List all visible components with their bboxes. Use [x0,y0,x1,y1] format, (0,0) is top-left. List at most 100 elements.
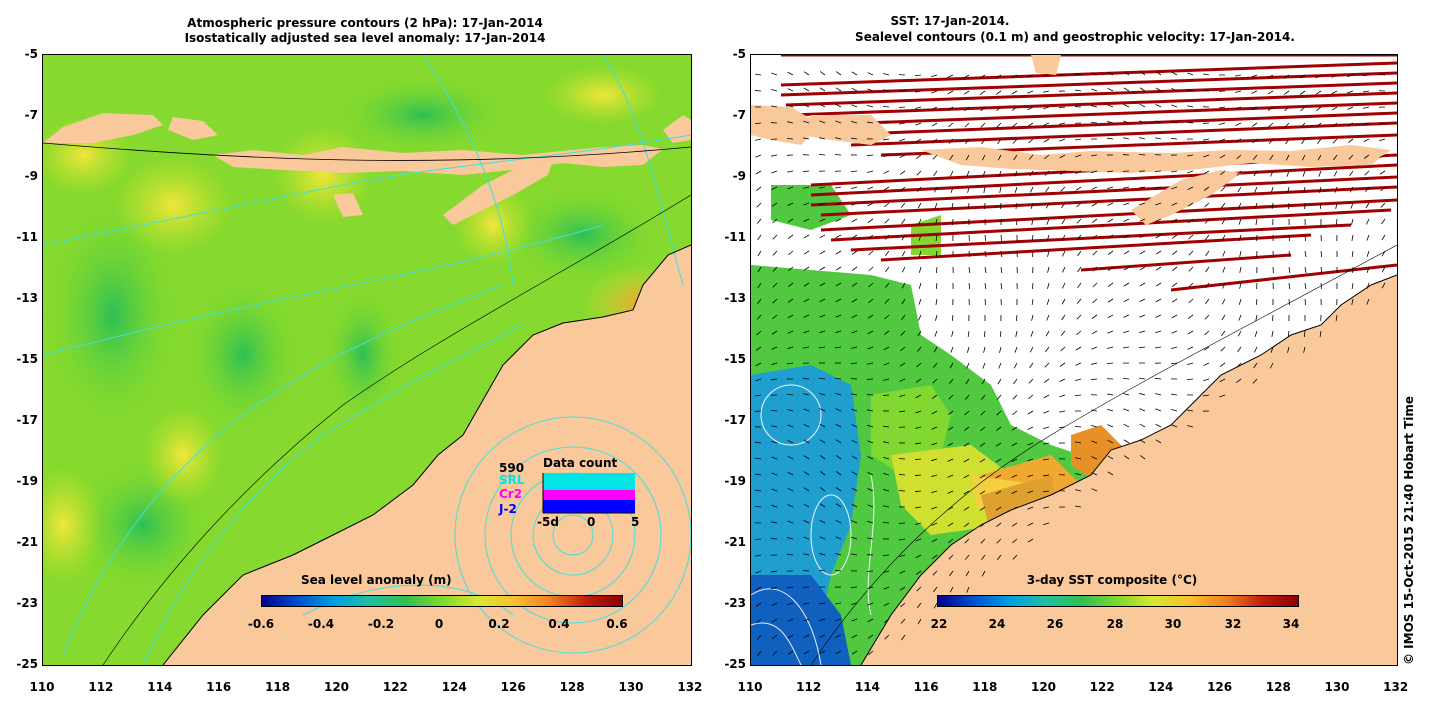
velocity-arrow [819,618,826,622]
velocity-arrow [835,618,842,622]
velocity-arrow [1222,250,1226,257]
velocity-arrow [965,570,970,577]
velocity-arrow [918,218,922,225]
velocity-arrow [1043,138,1050,143]
velocity-arrow [1091,154,1098,157]
velocity-arrow [918,234,922,241]
velocity-arrow [835,346,842,349]
velocity-arrow [1076,234,1082,240]
velocity-arrow [1188,266,1194,272]
right-y-tick: -25 [724,657,746,671]
velocity-arrow [770,409,778,412]
velocity-arrow [755,554,762,557]
velocity-arrow [867,634,874,639]
velocity-arrow [1043,442,1050,445]
velocity-arrow [915,394,922,399]
velocity-arrow [819,392,826,396]
velocity-arrow [1074,394,1082,397]
velocity-arrow [882,521,890,524]
velocity-arrow [819,314,826,318]
velocity-arrow [1187,202,1194,207]
velocity-arrow [1271,202,1274,209]
velocity-arrow [1364,170,1370,176]
velocity-arrow [1285,154,1290,161]
velocity-arrow [1251,74,1258,78]
velocity-arrow [1076,202,1082,208]
velocity-arrow [835,536,842,540]
velocity-arrow [899,362,906,367]
velocity-arrow [1047,266,1050,273]
velocity-arrow [771,586,778,590]
velocity-arrow [883,330,890,335]
velocity-arrow [803,650,810,655]
velocity-arrow [1170,362,1178,365]
velocity-arrow [996,106,1002,112]
velocity-arrow [1221,218,1226,225]
velocity-arrow [1238,202,1242,209]
velocity-arrow [1075,186,1082,191]
velocity-arrow [1000,202,1002,210]
legend-j2: J-2 [499,502,517,516]
velocity-arrow [819,519,826,524]
sla-tick-6: 0.6 [606,617,628,631]
velocity-arrow [1187,154,1194,157]
velocity-arrow [915,426,922,429]
velocity-arrow [867,88,874,92]
velocity-arrow [1332,122,1338,128]
velocity-arrow [1319,202,1322,210]
sst-tick-3: 28 [1106,617,1124,631]
data-count-title: Data count [543,456,618,470]
velocity-arrow [1014,186,1018,193]
velocity-arrow [754,505,762,508]
velocity-arrow [771,504,778,508]
velocity-arrow [1155,298,1162,303]
velocity-arrow [867,330,874,335]
velocity-arrow [964,538,970,544]
left-x-tick: 124 [441,680,467,694]
velocity-arrow [1254,330,1258,337]
velocity-arrow [933,346,938,353]
velocity-arrow [819,202,826,206]
velocity-arrow [1171,314,1178,319]
velocity-arrow [1270,186,1274,193]
velocity-arrow [883,346,890,351]
velocity-arrow [1379,122,1386,125]
velocity-arrow [1269,154,1274,161]
velocity-arrow [803,186,810,189]
velocity-arrow [1076,218,1082,224]
velocity-arrow [982,362,986,369]
velocity-arrow [1366,282,1370,289]
velocity-arrow [771,154,778,157]
velocity-arrow [1255,298,1258,306]
velocity-arrow [1028,394,1034,400]
velocity-arrow [867,488,874,492]
velocity-arrow [1300,122,1306,128]
velocity-arrow [1238,298,1242,305]
velocity-arrow [1155,104,1162,108]
velocity-arrow [867,504,874,508]
velocity-arrow [771,202,778,207]
velocity-arrow [788,282,794,288]
velocity-arrow [967,202,970,210]
velocity-arrow [1205,266,1210,273]
velocity-arrow [949,378,954,385]
velocity-arrow [1043,490,1050,493]
velocity-arrow [1239,266,1242,273]
velocity-arrow [1304,250,1307,257]
velocity-arrow [1046,234,1050,241]
velocity-arrow [932,378,938,384]
velocity-arrow [1027,458,1034,462]
velocity-arrow [803,536,810,540]
velocity-arrow [1270,170,1274,177]
velocity-arrow [1187,362,1194,365]
velocity-arrow [755,473,762,476]
velocity-arrow [851,471,858,476]
velocity-arrow [966,586,970,593]
velocity-arrow [914,74,922,77]
velocity-arrow [1091,472,1098,476]
velocity-arrow [756,186,762,191]
velocity-arrow [1171,104,1178,108]
velocity-arrow [1219,122,1226,125]
velocity-arrow [851,330,858,334]
velocity-arrow [1011,106,1018,111]
